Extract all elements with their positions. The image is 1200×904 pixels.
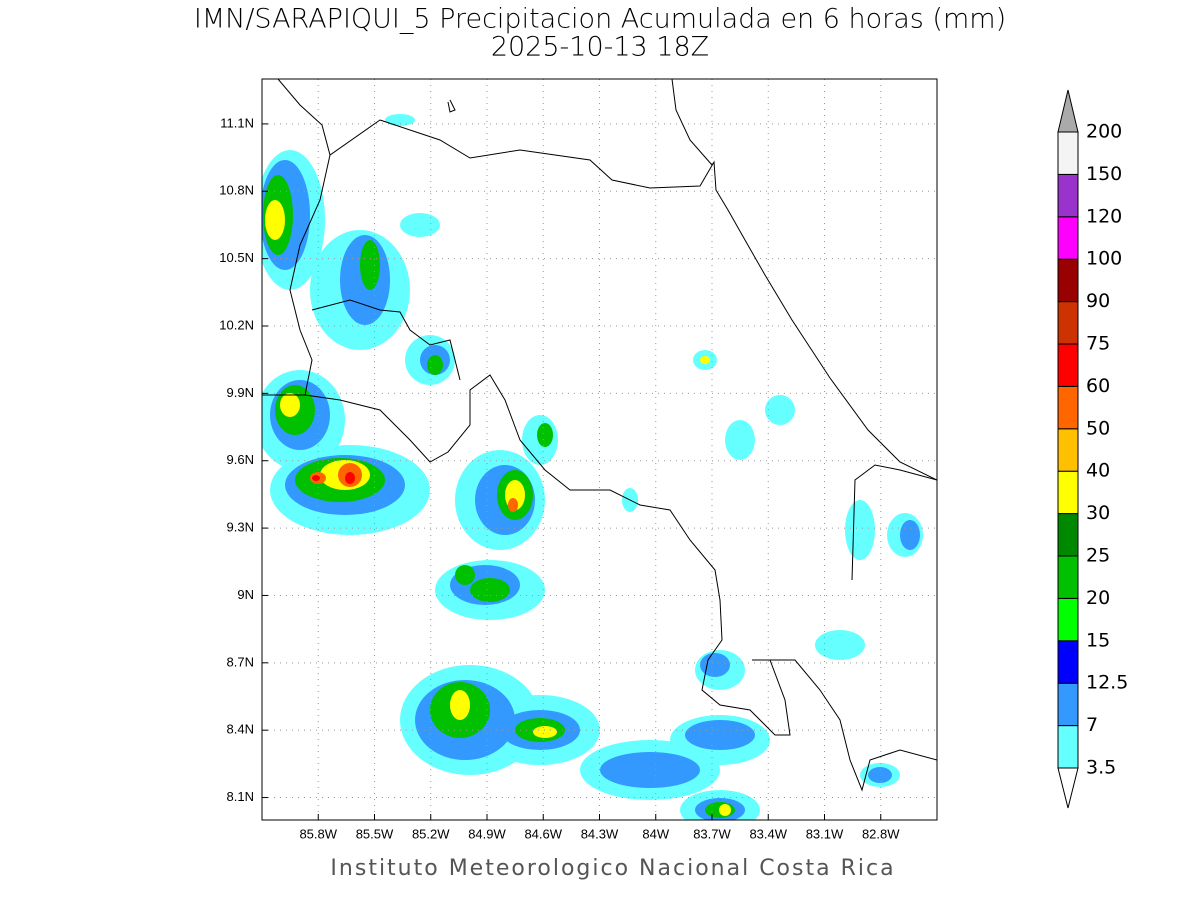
colorbar-segment xyxy=(1057,301,1079,345)
colorbar-label: 15 xyxy=(1086,629,1110,651)
colorbar-segment xyxy=(1057,385,1079,430)
colorbar-label: 12.5 xyxy=(1086,672,1128,694)
colorbar-label: 7 xyxy=(1086,714,1098,736)
colorbar-label: 75 xyxy=(1086,333,1110,355)
y-tick-label: 9.3N xyxy=(227,520,254,535)
y-tick-label: 8.7N xyxy=(227,654,254,669)
x-tick-label: 84.9W xyxy=(468,826,506,841)
colorbar-label: 150 xyxy=(1086,163,1122,185)
colorbar-segment xyxy=(1057,725,1079,769)
colorbar-label: 200 xyxy=(1086,121,1122,143)
y-tick-label: 11.1N xyxy=(220,115,254,130)
y-tick-label: 8.4N xyxy=(227,722,254,737)
colorbar-segment xyxy=(1057,258,1079,303)
colorbar-segment xyxy=(1057,597,1079,642)
precipitation-field xyxy=(262,114,923,820)
colorbar-segment xyxy=(1057,216,1079,260)
y-tick-label: 9.9N xyxy=(227,385,254,400)
x-tick-label: 84.6W xyxy=(524,826,562,841)
coastlines xyxy=(262,79,937,792)
y-tick-label: 10.5N xyxy=(219,250,254,265)
x-tick-label: 85.8W xyxy=(299,826,337,841)
y-tick-label: 9N xyxy=(237,587,254,602)
colorbar-label: 30 xyxy=(1086,502,1110,524)
colorbar-segment xyxy=(1057,640,1079,684)
x-tick-label: 83.7W xyxy=(693,826,731,841)
colorbar-label: 90 xyxy=(1086,290,1110,312)
colorbar-label: 120 xyxy=(1086,205,1122,227)
title: IMN/SARAPIQUI_5 Precipitacion Acumulada … xyxy=(194,4,1006,35)
colorbar-label: 20 xyxy=(1086,587,1110,609)
x-tick-label: 83.4W xyxy=(749,826,787,841)
x-tick-label: 85.2W xyxy=(412,826,450,841)
colorbar-label: 25 xyxy=(1086,545,1110,567)
y-tick-label: 8.1N xyxy=(227,789,254,804)
colorbar-segment xyxy=(1057,131,1079,175)
y-tick-label: 10.2N xyxy=(219,317,254,332)
y-tick-label: 9.6N xyxy=(227,452,254,467)
x-tick-label: 84.3W xyxy=(581,826,619,841)
colorbar-segment xyxy=(1057,470,1079,515)
colorbar-label: 50 xyxy=(1086,417,1110,439)
colorbar-label: 3.5 xyxy=(1086,757,1116,779)
x-tick-label: 84W xyxy=(642,826,669,841)
y-tick-label: 10.8N xyxy=(219,183,254,198)
colorbar-segment xyxy=(1057,173,1079,218)
x-tick-label: 85.5W xyxy=(356,826,394,841)
colorbar-segment xyxy=(1057,343,1079,387)
credit: Instituto Meteorologico Nacional Costa R… xyxy=(330,856,895,881)
colorbar-segment xyxy=(1057,682,1079,727)
colorbar-segment xyxy=(1057,555,1079,599)
subtitle: 2025-10-13 18Z xyxy=(491,32,709,63)
colorbar-segment xyxy=(1057,428,1079,472)
colorbar-label: 100 xyxy=(1086,248,1122,270)
colorbar-label: 60 xyxy=(1086,375,1110,397)
colorbar-over xyxy=(1057,89,1079,133)
colorbar-label: 40 xyxy=(1086,460,1110,482)
colorbar-segment xyxy=(1057,513,1079,557)
x-tick-label: 83.1W xyxy=(806,826,844,841)
x-tick-label: 82.8W xyxy=(862,826,900,841)
map-frame xyxy=(261,78,938,821)
colorbar-under xyxy=(1057,767,1079,809)
